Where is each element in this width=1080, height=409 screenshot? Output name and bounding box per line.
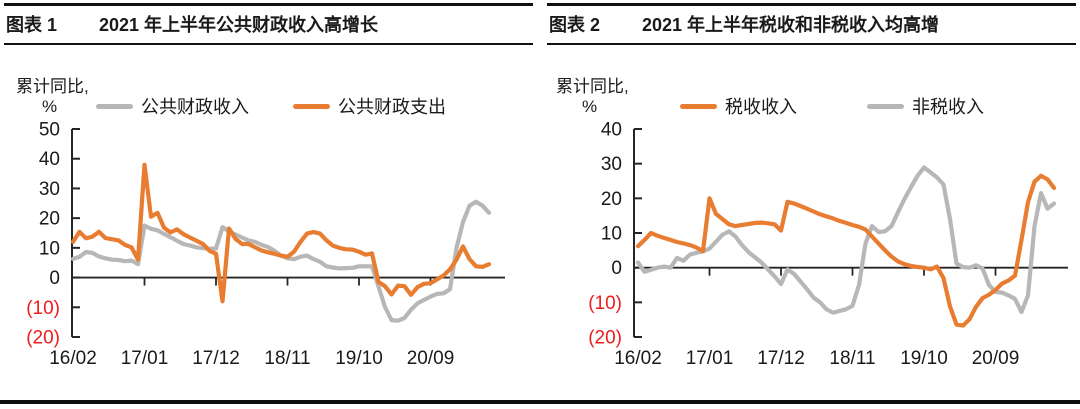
svg-text:(10): (10) [588,293,622,314]
svg-text:20/09: 20/09 [407,348,455,369]
legend-item-nontax: 非税收入 [867,93,984,119]
svg-text:(20): (20) [588,328,622,349]
legend-label: 税收收入 [725,97,797,117]
figure-1-chart: 累计同比, % 公共财政收入 公共财政支出 50 40 30 20 10 0 (10) (20… [0,66,540,376]
figure-2-legend: 税收收入 非税收入 [680,93,984,119]
svg-text:17/12: 17/12 [757,348,805,369]
svg-text:17/01: 17/01 [121,348,169,369]
svg-text:17/12: 17/12 [192,348,240,369]
svg-text:20: 20 [39,209,60,230]
figure-1-caption-label: 图表 1 [6,15,58,35]
svg-text:16/02: 16/02 [614,348,662,369]
svg-text:(20): (20) [26,328,60,349]
figure-2-caption-title: 2021 年上半年税收和非税收入均高增 [642,15,940,35]
svg-text:0: 0 [49,268,60,289]
figure-2-caption-label: 图表 2 [549,15,601,35]
svg-text:30: 30 [39,179,60,200]
orange-line-swatch [680,103,717,109]
caption-row: 图表 1 2021 年上半年公共财政收入高增长 图表 2 2021 年上半年税收… [0,0,1080,45]
figure-1-caption: 图表 1 2021 年上半年公共财政收入高增长 [4,3,533,45]
svg-text:19/10: 19/10 [335,348,383,369]
svg-text:19/10: 19/10 [900,348,948,369]
svg-text:40: 40 [601,120,622,141]
svg-text:20/09: 20/09 [972,348,1020,369]
figure-2-caption: 图表 2 2021 年上半年税收和非税收入均高增 [547,3,1076,45]
legend-item-expenditure: 公共财政支出 [293,93,446,119]
y-axis-unit-line1: 累计同比, [556,77,629,96]
legend-label: 公共财政支出 [338,97,446,117]
svg-text:50: 50 [39,120,60,141]
legend-item-tax: 税收收入 [680,93,797,119]
legend-item-revenue: 公共财政收入 [96,93,249,119]
svg-text:16/02: 16/02 [49,348,97,369]
charts-row: 累计同比, % 公共财政收入 公共财政支出 50 40 30 20 10 0 (10) (20… [0,66,1080,376]
gray-line-swatch [867,103,904,109]
svg-text:(10): (10) [26,298,60,319]
figure-2-plot: 40 30 20 10 0 (10) (20)16/02 17/01 17/12 18/11 19/… [588,120,1068,369]
svg-text:30: 30 [601,154,622,175]
figure-1-legend: 公共财政收入 公共财政支出 [96,93,446,119]
figure-2-y-axis-unit: 累计同比, % [556,77,629,117]
y-axis-unit-line2: % [582,97,598,117]
svg-text:20: 20 [601,189,622,210]
svg-text:18/11: 18/11 [264,348,310,369]
legend-label: 公共财政收入 [141,97,249,117]
svg-text:0: 0 [611,258,622,279]
figure-1-caption-title: 2021 年上半年公共财政收入高增长 [99,15,379,35]
figure-2-chart: 累计同比, % 税收收入 非税收入 40 30 20 10 0 (10) (20) 16/02… [540,66,1080,376]
y-axis-unit-line1: 累计同比, [16,77,89,96]
gray-line-swatch [96,103,133,109]
svg-text:17/01: 17/01 [686,348,734,369]
svg-text:40: 40 [39,149,60,170]
svg-text:10: 10 [601,224,622,245]
svg-text:18/11: 18/11 [829,348,875,369]
legend-label: 非税收入 [912,97,984,117]
figure-1-y-axis-unit: 累计同比, % [16,77,89,117]
figure-1-plot: 50 40 30 20 10 0 (10) (20)16/02 17/01 17/12 18/11 1… [26,120,505,369]
bottom-rule [0,400,1080,404]
y-axis-unit-line2: % [42,97,58,117]
orange-line-swatch [293,103,330,109]
svg-text:10: 10 [39,238,60,259]
